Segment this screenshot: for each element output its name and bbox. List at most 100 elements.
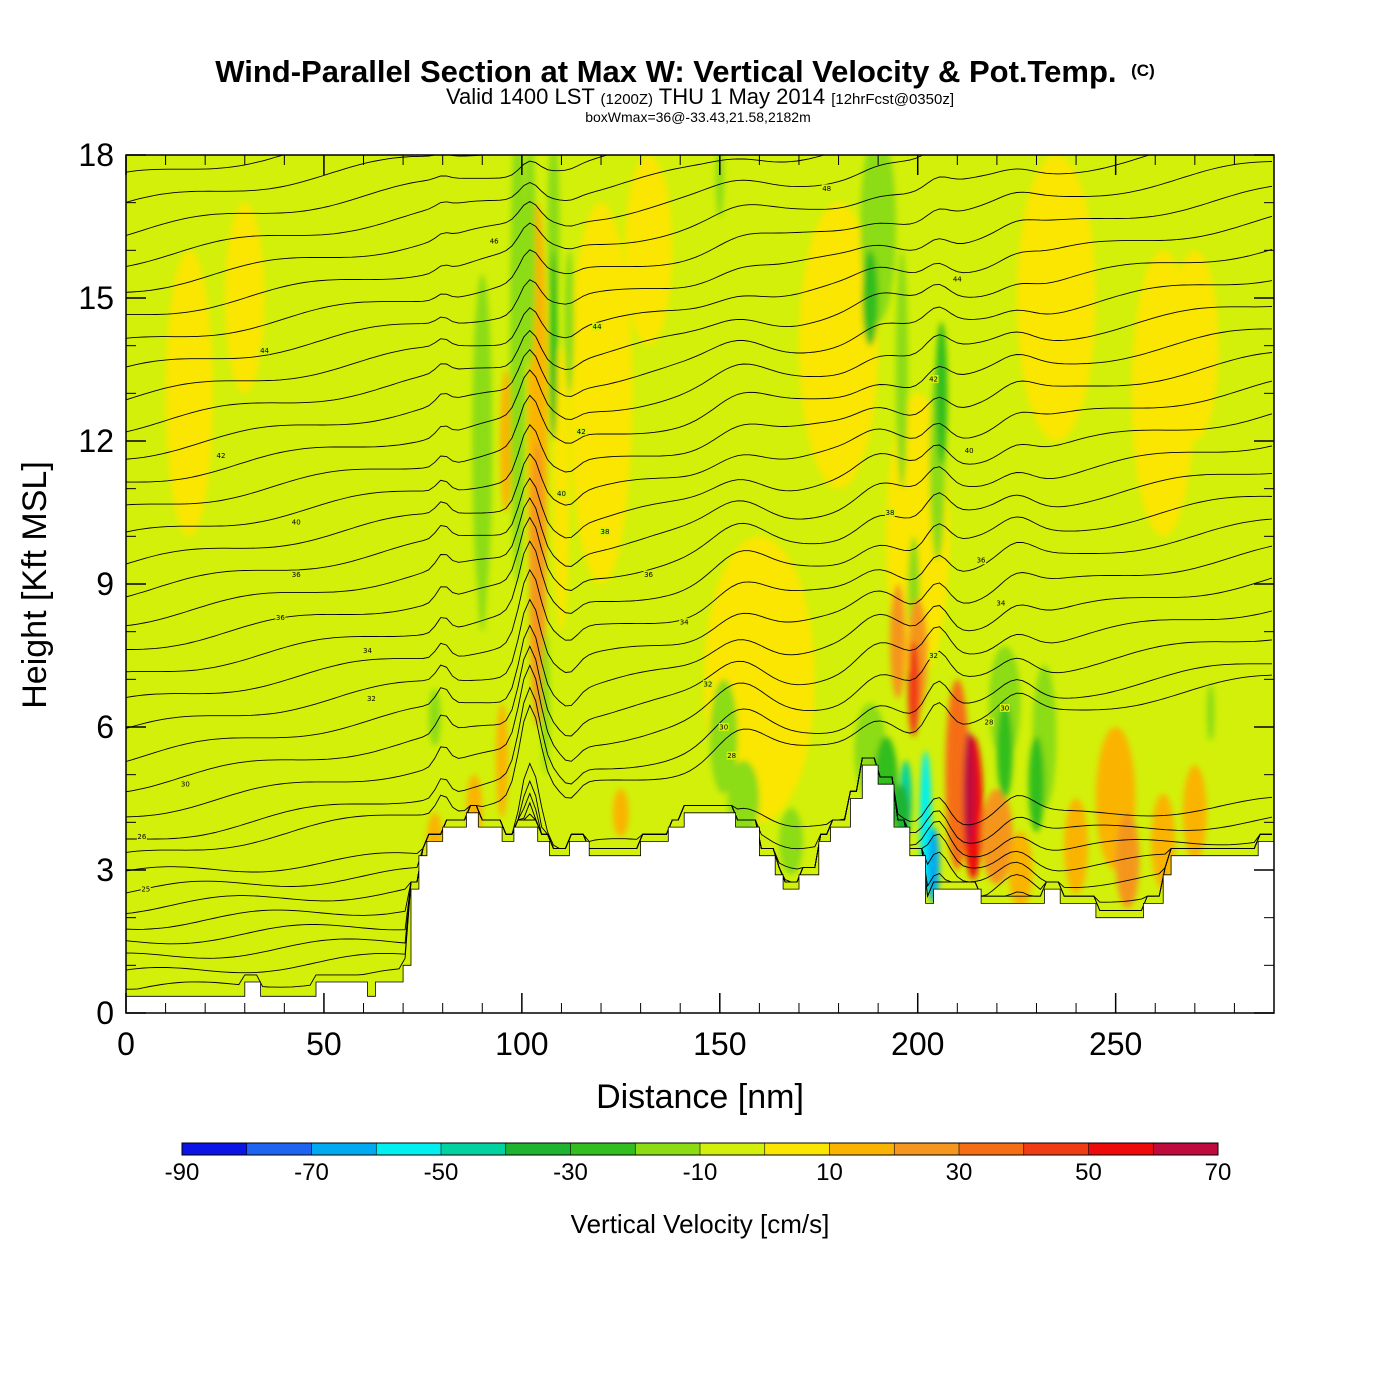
velocity-cell	[509, 155, 526, 584]
contour-label: 44	[953, 275, 962, 283]
colorbar-tick-label: -70	[294, 1159, 329, 1186]
velocity-cell	[895, 250, 908, 489]
y-tick-label: 12	[78, 423, 114, 459]
theta-contour-line	[126, 155, 924, 293]
velocity-cell	[1016, 155, 1096, 441]
chart-subtitle: Valid 1400 LST (1200Z) THU 1 May 2014 [1…	[446, 84, 954, 109]
contour-label-bg	[718, 723, 729, 731]
colorbar-swatch	[1023, 1143, 1089, 1155]
contour-label: 36	[276, 614, 285, 622]
contour-label-bg	[679, 618, 690, 627]
velocity-cell	[715, 155, 724, 217]
contour-label: 38	[886, 509, 895, 517]
velocity-cell	[709, 679, 738, 794]
x-axis-label: Distance [nm]	[596, 1078, 804, 1116]
theta-contour-line	[126, 161, 1273, 339]
contour-label: 36	[977, 557, 986, 565]
contour-label-bg	[995, 599, 1006, 608]
theta-contour-line	[126, 663, 1272, 840]
contour-label: 32	[703, 681, 712, 689]
contour-label-bg	[928, 375, 939, 384]
contour-label: 40	[292, 519, 301, 527]
velocity-cell	[1028, 736, 1045, 832]
contour-label-bg	[592, 322, 603, 331]
velocity-cell	[496, 703, 509, 818]
contour-label: 34	[996, 600, 1005, 608]
contour-label: 48	[822, 185, 831, 193]
x-tick-label: 200	[891, 1026, 944, 1062]
contour-label: 30	[719, 724, 728, 732]
colorbar-swatch	[570, 1143, 636, 1155]
theta-contour-line	[126, 155, 609, 236]
terrain-fill	[126, 764, 1274, 1013]
contour-label-bg	[821, 184, 832, 193]
colorbar-swatch	[700, 1143, 766, 1155]
theta-contour-line	[126, 577, 1273, 762]
contour-label: 42	[929, 376, 938, 384]
colorbar-swatch	[1088, 1143, 1154, 1155]
velocity-cell	[612, 788, 629, 837]
velocity-cell	[1171, 250, 1219, 441]
theta-contour-line	[126, 185, 1273, 368]
theta-contour-line	[126, 352, 1273, 533]
contour-label-bg	[885, 508, 896, 517]
velocity-cell	[996, 703, 1013, 799]
colorbar-swatch	[505, 1143, 571, 1155]
contour-label-bg	[556, 489, 567, 498]
theta-contour-line	[126, 306, 1273, 483]
velocity-cell	[1182, 765, 1207, 861]
contour-label: 25	[141, 886, 150, 894]
contour-label-bg	[964, 446, 975, 455]
velocity-cell	[935, 321, 948, 465]
contour-label: 36	[644, 571, 653, 579]
colorbar-tick-label: -30	[553, 1159, 588, 1186]
theta-contour-line	[126, 610, 1273, 793]
velocity-cell	[1115, 812, 1140, 909]
theta-contour-line	[126, 155, 826, 267]
contour-label: 34	[680, 619, 689, 627]
velocity-cell	[1064, 798, 1088, 894]
contour-label-bg	[952, 274, 963, 283]
velocity-cell	[165, 250, 214, 537]
colorbar-tick-label: 70	[1205, 1159, 1232, 1186]
velocity-cell	[862, 250, 879, 346]
contour-label-bg	[140, 885, 151, 894]
velocity-cell	[907, 641, 920, 737]
contour-label: 40	[557, 490, 566, 498]
contour-label-bg	[291, 518, 302, 527]
chart-box-info: boxWmax=36@-33.43,21.58,2182m	[585, 109, 811, 125]
contour-label: 28	[727, 752, 736, 760]
theta-contours	[126, 155, 1273, 990]
contour-label-bg	[702, 680, 713, 689]
velocity-fields	[165, 155, 1219, 909]
theta-contour-line	[126, 413, 1273, 598]
theta-contour-labels: 25 26 30 32 34 36 36 40 42 44 46 44 42 40 38 36 34 32 30 28…	[136, 184, 1010, 894]
contour-label-bg	[976, 556, 987, 565]
contour-label: 34	[363, 647, 372, 655]
velocity-cell	[569, 202, 633, 584]
y-axis-label: Height [Kft MSL]	[16, 461, 54, 709]
colorbar-swatch	[376, 1143, 442, 1155]
y-tick-label: 9	[96, 566, 114, 602]
velocity-cell	[927, 827, 940, 904]
colorbar-swatch	[764, 1143, 830, 1155]
theta-contour-line	[126, 215, 1273, 401]
velocity-cell	[945, 679, 970, 871]
y-tick-label: 15	[78, 280, 114, 316]
colorbar-tick-label: -10	[683, 1159, 718, 1186]
colorbar-swatch	[246, 1143, 312, 1155]
colorbar: -90 -70 -50 -30 -10 10 30 50 70	[165, 1142, 1232, 1186]
theta-contour-line	[126, 639, 1273, 818]
contour-label-bg	[180, 780, 191, 789]
theta-contour-line	[126, 518, 1273, 698]
colorbar-tick-label: 50	[1075, 1159, 1102, 1186]
theta-contour-line	[126, 545, 1273, 729]
velocity-cell	[624, 155, 673, 346]
contour-label: 44	[260, 347, 269, 355]
contour-label-bg	[291, 570, 302, 579]
terrain-mask	[126, 764, 1274, 1013]
velocity-cell	[1206, 684, 1215, 742]
velocity-cell	[549, 250, 558, 441]
